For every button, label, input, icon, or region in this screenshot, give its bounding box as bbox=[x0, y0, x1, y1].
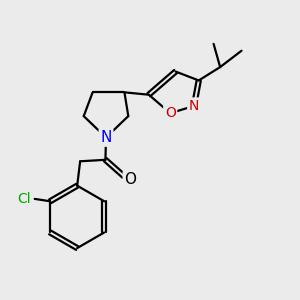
Text: N: N bbox=[100, 130, 112, 145]
Text: Cl: Cl bbox=[17, 192, 31, 206]
Text: N: N bbox=[189, 99, 199, 113]
Text: O: O bbox=[124, 172, 136, 187]
Text: O: O bbox=[165, 106, 176, 120]
